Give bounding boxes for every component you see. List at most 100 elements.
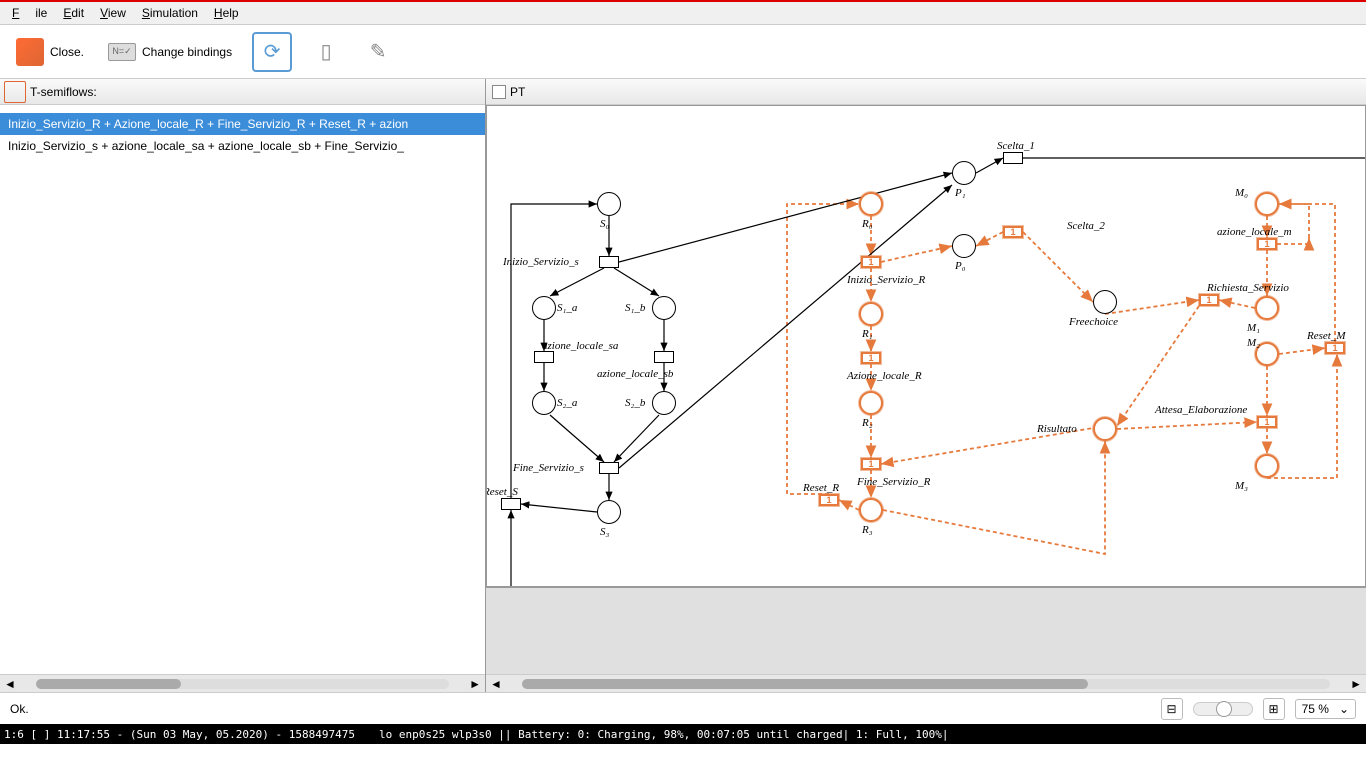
cycle-icon: ⟳: [258, 38, 286, 66]
scroll-right-icon[interactable]: ►: [1346, 677, 1366, 691]
scroll-left-icon[interactable]: ◄: [0, 677, 20, 691]
place-S2b[interactable]: [652, 391, 676, 415]
semiflow-item[interactable]: Inizio_Servizio_R + Azione_locale_R + Fi…: [0, 113, 485, 135]
place-label: S₃: [600, 526, 609, 538]
place-label: M₃: [1235, 480, 1248, 492]
transition-label: Reset_R: [803, 482, 839, 494]
place-label: Risultato: [1037, 423, 1077, 435]
zoom-slider[interactable]: [1193, 702, 1253, 716]
transition-Attesa_Elaborazione[interactable]: [1257, 416, 1277, 428]
transition-label: Attesa_Elaborazione: [1155, 404, 1247, 416]
place-label: R₃: [862, 524, 873, 536]
menu-file[interactable]: File: [4, 4, 55, 22]
tool-cycle-button[interactable]: ⟳: [252, 32, 292, 72]
transition-Scelta_2[interactable]: [1003, 226, 1023, 238]
place-S1a[interactable]: [532, 296, 556, 320]
place-S3[interactable]: [597, 500, 621, 524]
zoom-percent-dropdown[interactable]: 75 % ⌄: [1295, 699, 1356, 719]
transition-Inizio_Servizio_s[interactable]: [599, 256, 619, 268]
transition-Reset_S[interactable]: [501, 498, 521, 510]
transition-label: azione_locale_sb: [597, 368, 673, 380]
transition-label: azione_locale_sa: [542, 340, 618, 352]
place-M3[interactable]: [1255, 454, 1279, 478]
menu-edit[interactable]: Edit: [55, 4, 92, 22]
place-R2[interactable]: [859, 391, 883, 415]
place-R3[interactable]: [859, 498, 883, 522]
place-label: S₀: [600, 218, 609, 230]
left-scrollbar[interactable]: ◄ ►: [0, 674, 485, 692]
place-R1[interactable]: [859, 302, 883, 326]
right-scrollbar[interactable]: ◄ ►: [486, 674, 1366, 692]
zoom-out-button[interactable]: ⊟: [1161, 698, 1183, 720]
transition-Azione_locale_R[interactable]: [861, 352, 881, 364]
transition-label: Scelta_2: [1067, 220, 1105, 232]
scroll-left-icon[interactable]: ◄: [486, 677, 506, 691]
transition-azione_locale_m[interactable]: [1257, 238, 1277, 250]
transition-label: Richiesta_Servizio: [1207, 282, 1289, 294]
right-panel-header: PT: [486, 79, 1366, 105]
place-label: P₀: [955, 260, 966, 272]
place-Freechoice[interactable]: [1093, 290, 1117, 314]
menubar: File Edit View Simulation Help: [0, 2, 1366, 25]
place-S2a[interactable]: [532, 391, 556, 415]
zoom-in-button[interactable]: ⊞: [1263, 698, 1285, 720]
place-S0[interactable]: [597, 192, 621, 216]
scroll-track[interactable]: [36, 679, 449, 689]
place-M1[interactable]: [1255, 296, 1279, 320]
zoom-value: 75 %: [1302, 702, 1329, 716]
scroll-right-icon[interactable]: ►: [465, 677, 485, 691]
left-panel-title: T-semiflows:: [30, 85, 97, 99]
close-button[interactable]: Close.: [12, 34, 88, 70]
transition-label: Reset_S: [486, 486, 518, 498]
tool-page-button[interactable]: ▯: [308, 34, 344, 70]
left-panel: T-semiflows: Inizio_Servizio_R + Azione_…: [0, 79, 486, 692]
place-M0[interactable]: [1255, 192, 1279, 216]
place-label: S₂_a: [557, 397, 577, 409]
transition-Reset_R[interactable]: [819, 494, 839, 506]
tool-compass-button[interactable]: ✎: [360, 34, 396, 70]
bottombar-mid: lo enp0s25 wlp3s0 || Battery: 0: Chargin…: [379, 728, 949, 741]
zoom-slider-knob[interactable]: [1216, 701, 1232, 717]
transition-Inizio_Servizio_R[interactable]: [861, 256, 881, 268]
transition-label: azione_locale_m: [1217, 226, 1292, 238]
tab-icon: [492, 85, 506, 99]
transition-label: Fine_Servizio_R: [857, 476, 930, 488]
change-bindings-button[interactable]: N=✓ Change bindings: [104, 39, 236, 65]
bindings-icon: N=✓: [108, 43, 136, 61]
change-bindings-label: Change bindings: [142, 45, 232, 59]
place-P0[interactable]: [952, 234, 976, 258]
bottombar-left: 1:6 [ ] 11:17:55 - (Sun 03 May, 05.2020)…: [4, 728, 355, 741]
menu-view[interactable]: View: [92, 4, 134, 22]
place-R0[interactable]: [859, 192, 883, 216]
place-Risultato[interactable]: [1093, 417, 1117, 441]
semiflow-item[interactable]: Inizio_Servizio_s + azione_locale_sa + a…: [0, 135, 485, 157]
menu-help[interactable]: Help: [206, 4, 247, 22]
place-label: Freechoice: [1069, 316, 1118, 328]
transition-Richiesta_Servizio[interactable]: [1199, 294, 1219, 306]
scroll-thumb[interactable]: [36, 679, 181, 689]
right-panel-lower: [486, 587, 1366, 674]
tab-label: PT: [510, 85, 525, 99]
transition-Fine_Servizio_s[interactable]: [599, 462, 619, 474]
semiflow-icon: [4, 81, 26, 103]
page-icon: ▯: [312, 38, 340, 66]
transition-azione_locale_sb[interactable]: [654, 351, 674, 363]
toolbar: Close. N=✓ Change bindings ⟳ ▯ ✎: [0, 25, 1366, 79]
place-label: M₁: [1247, 322, 1260, 334]
scroll-thumb[interactable]: [522, 679, 1088, 689]
transition-azione_locale_sa[interactable]: [534, 351, 554, 363]
place-label: R₂: [862, 417, 873, 429]
right-panel: PT S₀S₁_aS₁_bS₂_aS₂_bS₃P₁P₀R₀R₁R₂R₃Freec…: [486, 79, 1366, 692]
place-label: R₁: [862, 328, 873, 340]
place-label: M₀: [1235, 187, 1248, 199]
place-S1b[interactable]: [652, 296, 676, 320]
place-label: S₁_b: [625, 302, 645, 314]
scroll-track[interactable]: [522, 679, 1330, 689]
place-P1[interactable]: [952, 161, 976, 185]
petri-net-canvas[interactable]: S₀S₁_aS₁_bS₂_aS₂_bS₃P₁P₀R₀R₁R₂R₃Freechoi…: [486, 105, 1366, 587]
transition-Reset_M[interactable]: [1325, 342, 1345, 354]
place-label: P₁: [955, 187, 966, 199]
transition-Scelta_1[interactable]: [1003, 152, 1023, 164]
menu-simulation[interactable]: Simulation: [134, 4, 206, 22]
transition-Fine_Servizio_R[interactable]: [861, 458, 881, 470]
